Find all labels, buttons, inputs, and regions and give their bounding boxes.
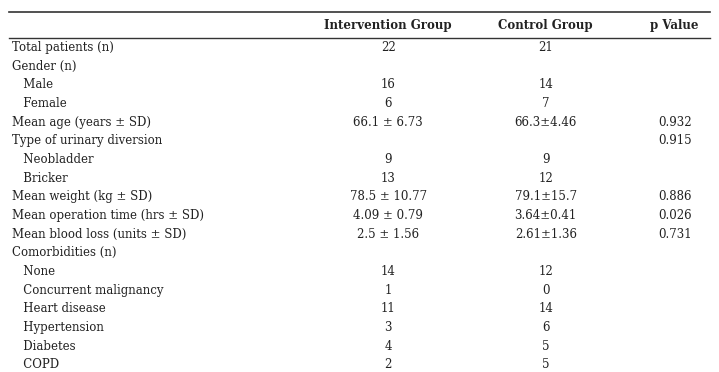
Text: 5: 5: [542, 359, 549, 372]
Text: Male: Male: [12, 78, 53, 91]
Text: Mean blood loss (units ± SD): Mean blood loss (units ± SD): [12, 228, 186, 241]
Text: 7: 7: [542, 97, 549, 110]
Text: 11: 11: [381, 302, 395, 315]
Text: None: None: [12, 265, 55, 278]
Text: 0: 0: [542, 284, 549, 297]
Text: Hypertension: Hypertension: [12, 321, 104, 334]
Text: 2: 2: [385, 359, 392, 372]
Text: 22: 22: [381, 41, 395, 54]
Text: Type of urinary diversion: Type of urinary diversion: [12, 134, 162, 147]
Text: Mean operation time (hrs ± SD): Mean operation time (hrs ± SD): [12, 209, 204, 222]
Text: 14: 14: [539, 78, 553, 91]
Text: 14: 14: [381, 265, 395, 278]
Text: 0.932: 0.932: [658, 116, 692, 129]
Text: 5: 5: [542, 340, 549, 353]
Text: p Value: p Value: [651, 19, 699, 32]
Text: 66.3±4.46: 66.3±4.46: [515, 116, 577, 129]
Text: 2.61±1.36: 2.61±1.36: [515, 228, 577, 241]
Text: 16: 16: [381, 78, 395, 91]
Text: Female: Female: [12, 97, 67, 110]
Text: Gender (n): Gender (n): [12, 60, 77, 73]
Text: Control Group: Control Group: [498, 19, 593, 32]
Text: 4: 4: [385, 340, 392, 353]
Text: Concurrent malignancy: Concurrent malignancy: [12, 284, 164, 297]
Text: 0.731: 0.731: [658, 228, 692, 241]
Text: 12: 12: [539, 265, 553, 278]
Text: 6: 6: [542, 321, 549, 334]
Text: COPD: COPD: [12, 359, 59, 372]
Text: Diabetes: Diabetes: [12, 340, 75, 353]
Text: 78.5 ± 10.77: 78.5 ± 10.77: [349, 190, 426, 203]
Text: 0.886: 0.886: [658, 190, 692, 203]
Text: 3: 3: [385, 321, 392, 334]
Text: Comorbidities (n): Comorbidities (n): [12, 246, 116, 259]
Text: 66.1 ± 6.73: 66.1 ± 6.73: [353, 116, 423, 129]
Text: 4.09 ± 0.79: 4.09 ± 0.79: [353, 209, 423, 222]
Text: 79.1±15.7: 79.1±15.7: [515, 190, 577, 203]
Text: Bricker: Bricker: [12, 171, 68, 185]
Text: Intervention Group: Intervention Group: [324, 19, 452, 32]
Text: Total patients (n): Total patients (n): [12, 41, 114, 54]
Text: 0.026: 0.026: [658, 209, 692, 222]
Text: 13: 13: [381, 171, 395, 185]
Text: Neobladder: Neobladder: [12, 153, 93, 166]
Text: 1: 1: [385, 284, 392, 297]
Text: Mean age (years ± SD): Mean age (years ± SD): [12, 116, 151, 129]
Text: 14: 14: [539, 302, 553, 315]
Text: 2.5 ± 1.56: 2.5 ± 1.56: [357, 228, 419, 241]
Text: 9: 9: [542, 153, 549, 166]
Text: 21: 21: [539, 41, 553, 54]
Text: 12: 12: [539, 171, 553, 185]
Text: 0.915: 0.915: [658, 134, 692, 147]
Text: 9: 9: [385, 153, 392, 166]
Text: 3.64±0.41: 3.64±0.41: [515, 209, 577, 222]
Text: Mean weight (kg ± SD): Mean weight (kg ± SD): [12, 190, 152, 203]
Text: Heart disease: Heart disease: [12, 302, 106, 315]
Text: 6: 6: [385, 97, 392, 110]
